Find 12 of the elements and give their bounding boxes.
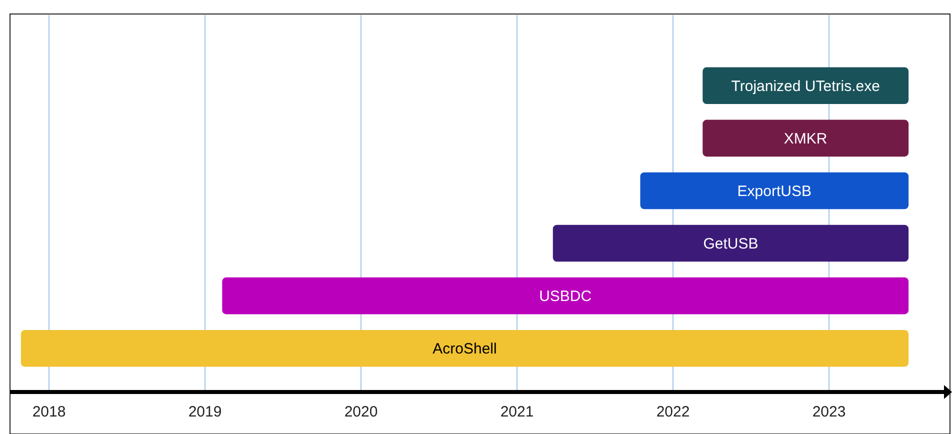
y-tick-label: AcroShell [432, 340, 497, 358]
x-tick-label: 2022 [656, 404, 690, 421]
x-tick-label: 2021 [500, 404, 534, 421]
y-tick-label: USBDC [539, 288, 592, 306]
x-tick-label: 2018 [32, 404, 66, 421]
y-tick-label: ExportUSB [737, 182, 812, 200]
x-tick-label: 2020 [344, 404, 378, 421]
y-tick-label: GetUSB [703, 236, 758, 253]
x-tick-label: 2019 [188, 404, 222, 421]
x-tick-label: 2023 [812, 404, 846, 421]
y-tick-label: Trojanized UTetris.exe [731, 78, 880, 95]
y-tick-label: XMKR [784, 130, 828, 148]
